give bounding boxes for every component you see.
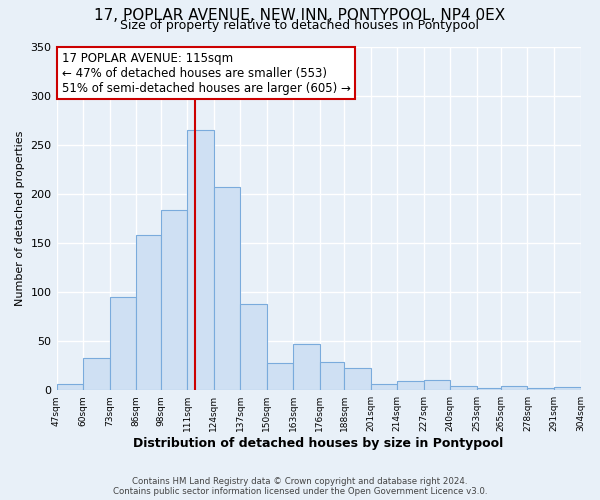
Bar <box>344 368 371 390</box>
Bar <box>527 388 554 390</box>
Bar <box>266 362 293 390</box>
Text: 17, POPLAR AVENUE, NEW INN, PONTYPOOL, NP4 0EX: 17, POPLAR AVENUE, NEW INN, PONTYPOOL, N… <box>94 8 506 22</box>
Y-axis label: Number of detached properties: Number of detached properties <box>15 130 25 306</box>
Bar <box>397 382 424 390</box>
Bar <box>110 297 136 390</box>
Bar <box>450 386 476 390</box>
Bar <box>83 358 110 390</box>
Bar <box>56 384 83 390</box>
Text: Size of property relative to detached houses in Pontypool: Size of property relative to detached ho… <box>121 19 479 32</box>
Bar <box>187 130 214 390</box>
Text: Contains HM Land Registry data © Crown copyright and database right 2024.
Contai: Contains HM Land Registry data © Crown c… <box>113 476 487 496</box>
X-axis label: Distribution of detached houses by size in Pontypool: Distribution of detached houses by size … <box>133 437 503 450</box>
Bar <box>161 210 187 390</box>
Text: 17 POPLAR AVENUE: 115sqm
← 47% of detached houses are smaller (553)
51% of semi-: 17 POPLAR AVENUE: 115sqm ← 47% of detach… <box>62 52 350 94</box>
Bar <box>424 380 450 390</box>
Bar <box>554 388 581 390</box>
Bar <box>476 388 501 390</box>
Bar <box>501 386 527 390</box>
Bar <box>293 344 320 390</box>
Bar <box>371 384 397 390</box>
Bar <box>214 187 240 390</box>
Bar <box>240 304 266 390</box>
Bar <box>136 235 161 390</box>
Bar <box>320 362 344 390</box>
